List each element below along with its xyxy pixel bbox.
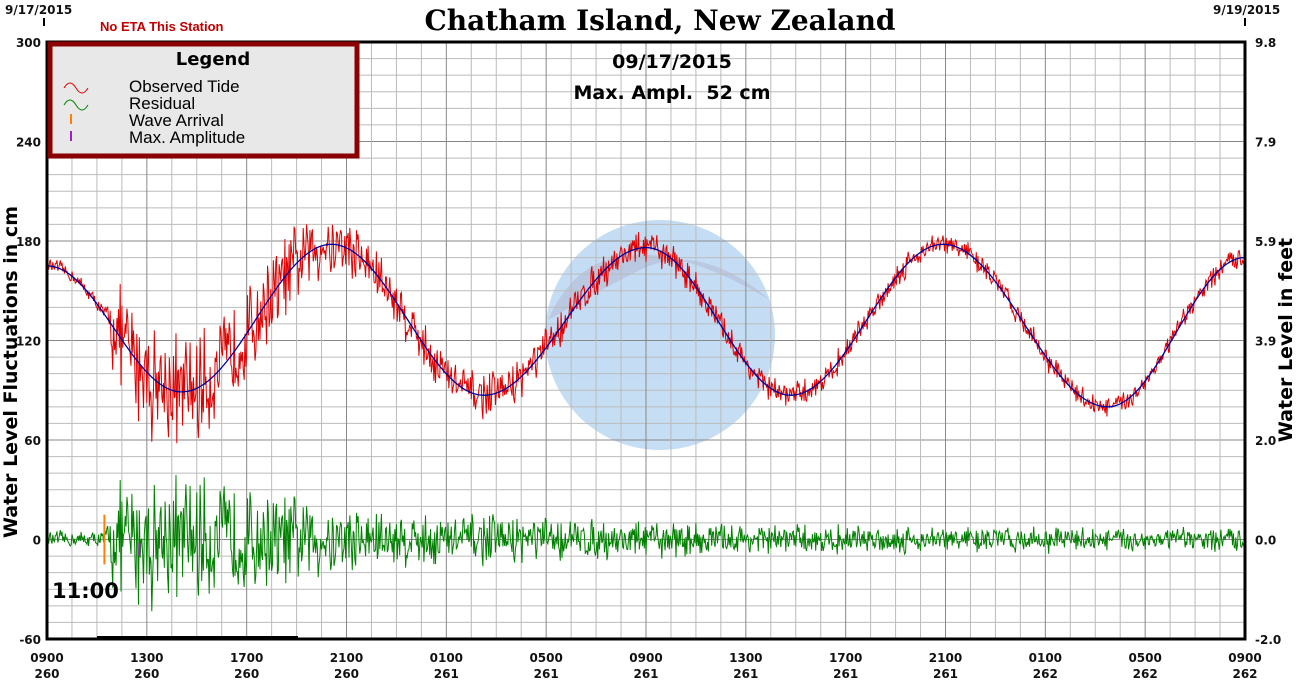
y-tick-label: 300 [16, 36, 41, 50]
x-tick-day: 262 [1133, 667, 1158, 681]
legend-item-residual: Residual [129, 94, 195, 113]
y-tick-right-label: 7.9 [1255, 136, 1276, 150]
y-tick-label: 120 [16, 335, 41, 349]
legend-item-max-amplitude: Max. Amplitude [129, 128, 245, 147]
eta-note: No ETA This Station [100, 19, 224, 34]
x-tick-time: 0900 [629, 651, 662, 665]
x-tick-time: 0500 [1128, 651, 1161, 665]
legend-item-observed-tide: Observed Tide [129, 77, 240, 96]
x-tick-day: 262 [1232, 667, 1257, 681]
arrival-time-label: 11:00 [52, 579, 119, 603]
residual-series [46, 474, 1246, 612]
x-tick-day: 260 [334, 667, 359, 681]
x-tick-time: 2100 [929, 651, 962, 665]
x-tick-time: 0900 [30, 651, 63, 665]
legend-item-wave-arrival: Wave Arrival [129, 111, 224, 130]
x-tick-day: 260 [34, 667, 59, 681]
x-tick-day: 260 [234, 667, 259, 681]
x-tick-time: 1300 [729, 651, 762, 665]
y-tick-right-label: 0.0 [1255, 534, 1276, 548]
y-tick-label: 180 [16, 235, 41, 249]
x-tick-day: 262 [1033, 667, 1058, 681]
x-tick-day: 261 [534, 667, 559, 681]
x-tick-day: 261 [933, 667, 958, 681]
x-tick-time: 1300 [130, 651, 163, 665]
observed-tide-legend-icon [63, 82, 89, 94]
legend-box [47, 41, 360, 159]
predicted-tide-series [47, 243, 1245, 408]
y-tick-right-label: -2.0 [1255, 633, 1281, 647]
x-tick-time: 1700 [230, 651, 263, 665]
x-tick-time: 1700 [829, 651, 862, 665]
plot-frame [45, 40, 1247, 641]
legend: Legend Observed Tide Residual Wave Arriv… [47, 41, 360, 159]
chart-title: Chatham Island, New Zealand [424, 4, 895, 37]
x-tick-day: 261 [833, 667, 858, 681]
x-tick-day: 261 [633, 667, 658, 681]
date-label: 09/17/2015 [612, 51, 732, 73]
end-date: 9/19/2015 [1213, 3, 1280, 17]
y-axis-label: Water Level Fluctuations in cm [0, 206, 22, 538]
x-tick-day: 261 [733, 667, 758, 681]
y-axis-right-label: Water Level in feet [1275, 238, 1296, 442]
y-tick-right-label: 5.9 [1255, 235, 1276, 249]
x-tick-time: 0900 [1228, 651, 1261, 665]
y-tick-right-label: 2.0 [1255, 434, 1276, 448]
residual-legend-icon [63, 99, 89, 111]
y-tick-label: -60 [19, 633, 41, 647]
x-tick-time: 0100 [430, 651, 463, 665]
observed-tide-series [46, 224, 1246, 444]
x-tick-day: 260 [134, 667, 159, 681]
x-tick-time: 0500 [529, 651, 562, 665]
x-tick-time: 0100 [1029, 651, 1062, 665]
y-tick-right-label: 3.9 [1255, 335, 1276, 349]
y-tick-right-label: 9.8 [1255, 36, 1276, 50]
legend-title: Legend [176, 49, 250, 70]
y-tick-label: 60 [24, 434, 41, 448]
y-tick-label: 0 [33, 534, 41, 548]
x-tick-day: 261 [434, 667, 459, 681]
y-tick-label: 240 [16, 136, 41, 150]
start-date: 9/17/2015 [5, 3, 72, 17]
x-tick-time: 2100 [330, 651, 363, 665]
max-ampl-label: Max. Ampl. 52 cm [574, 82, 771, 104]
